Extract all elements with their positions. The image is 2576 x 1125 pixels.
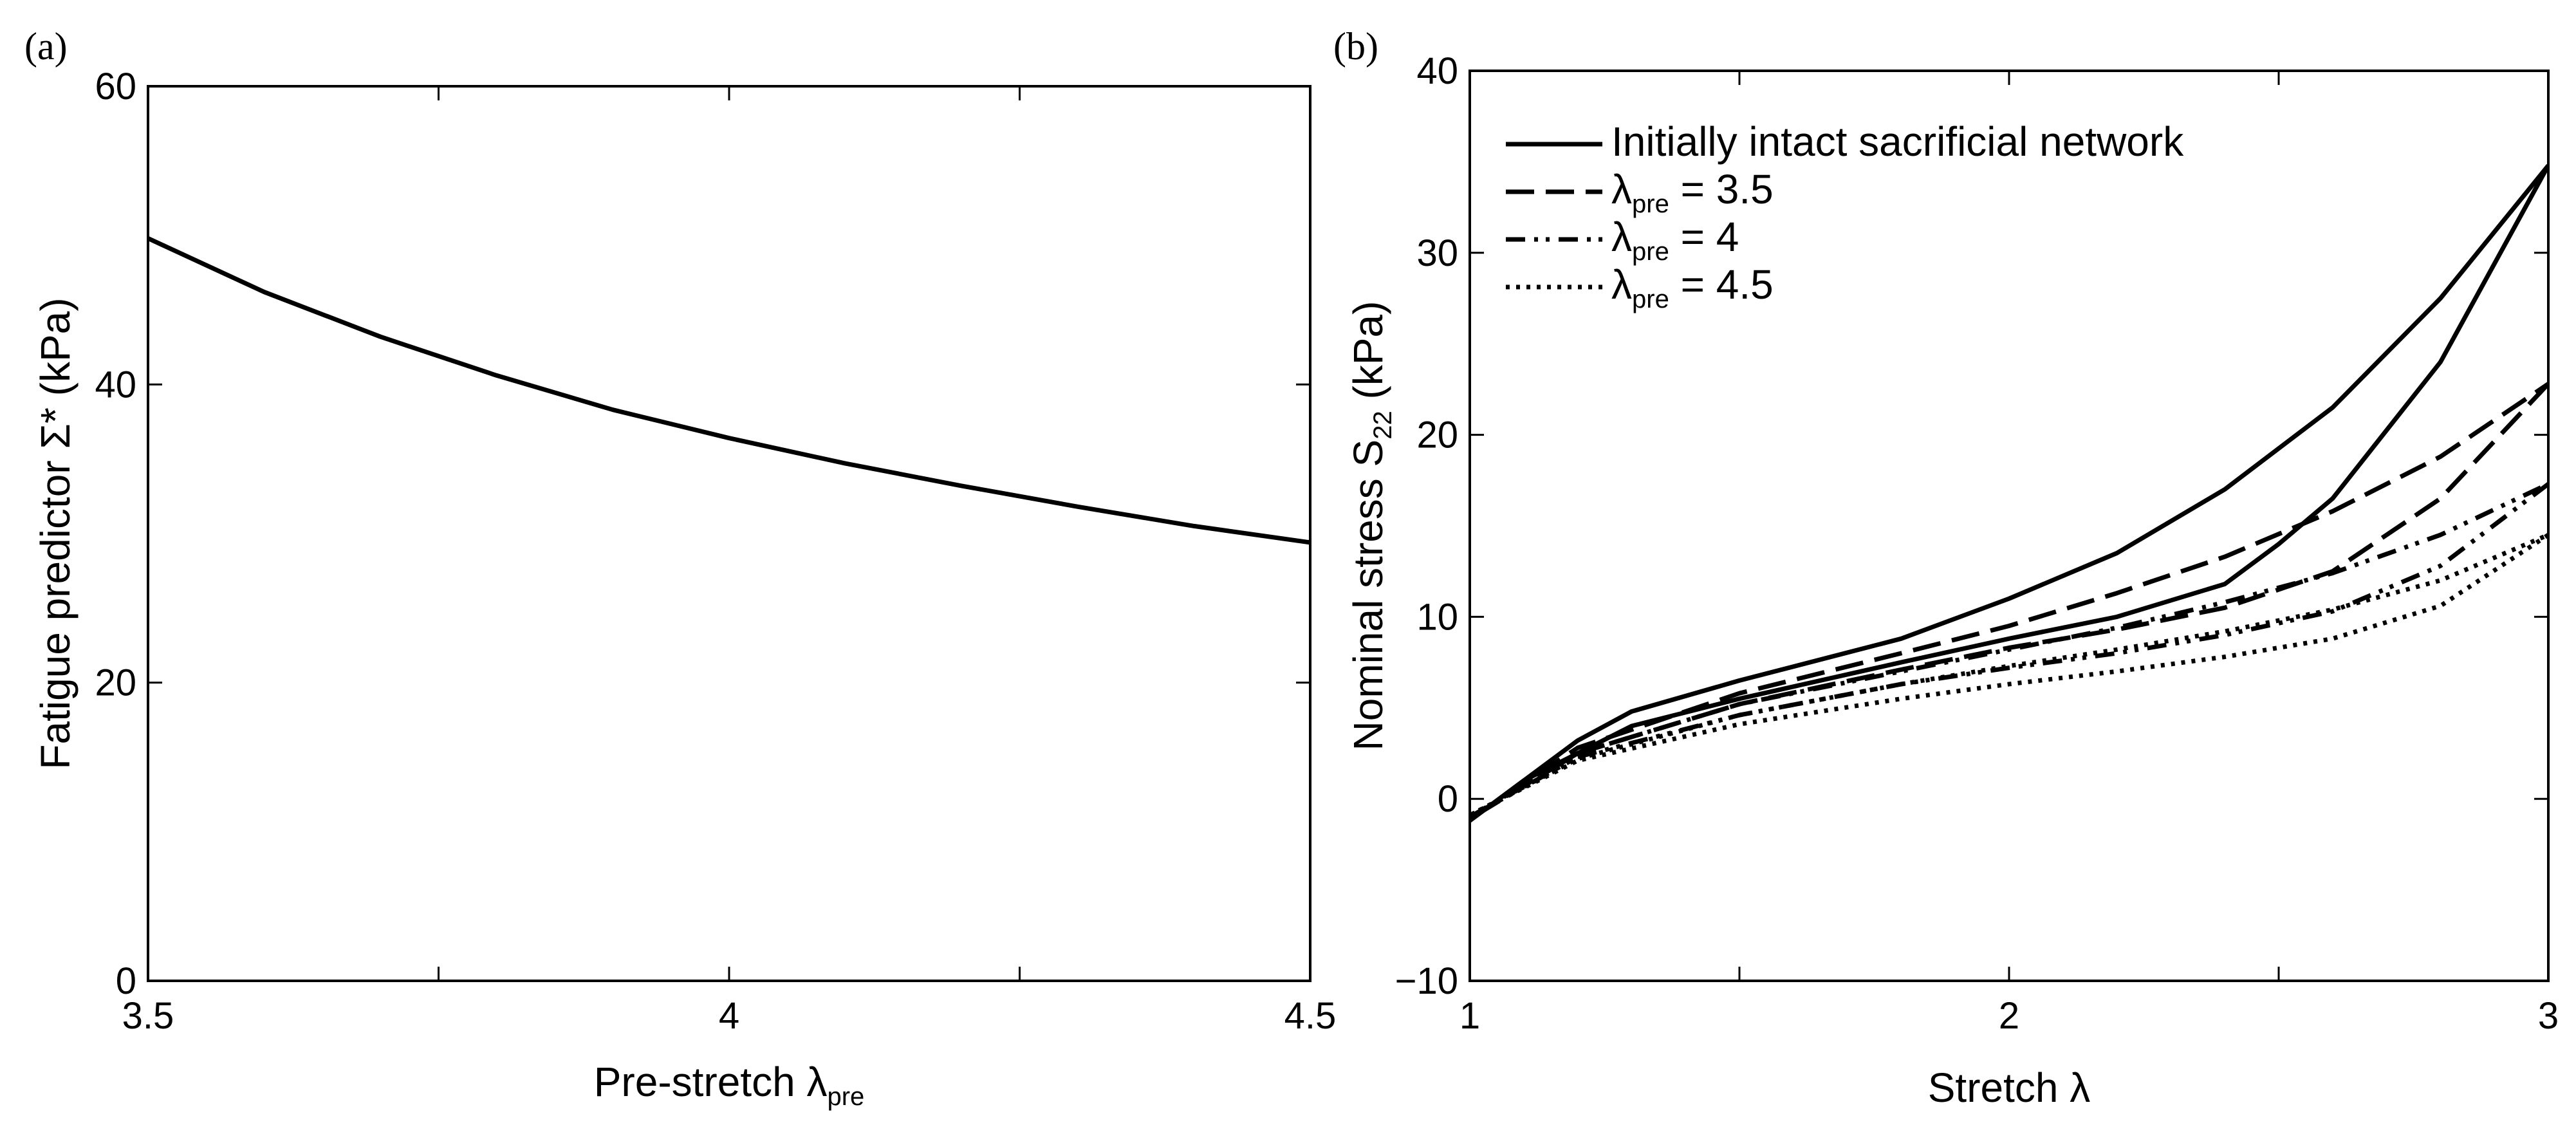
panel-b: (b) 1 2 3 −10 0 10 20 30 40 Initially intact sac…: [1333, 25, 2559, 1111]
y-tick-label: 20: [95, 662, 136, 704]
legend-entry-text: λpre = 3.5: [1611, 166, 1774, 218]
panel-b-x-axis-label: Stretch λ: [1928, 1065, 2091, 1111]
y-tick-label: −10: [1395, 960, 1458, 1002]
panel-b-y-axis-label: Nominal stress S22 (kPa): [1345, 301, 1397, 751]
panel-a-label: (a): [24, 25, 68, 68]
y-tick-label: 10: [1416, 596, 1458, 638]
x-tick-label: 1: [1459, 995, 1480, 1037]
x-tick-label: 2: [1999, 995, 2019, 1037]
y-tick-label: 40: [1416, 50, 1458, 92]
panel-a-x-axis-label-sub: pre: [827, 1083, 864, 1111]
panel-a: (a) 3.5 4 4.5 0 20 40 60 Pre-stretch λpre Fati…: [24, 25, 1336, 1111]
legend-entry-text: λpre = 4.5: [1611, 261, 1774, 313]
panel-b-ticks: 1 2 3 −10 0 10 20 30 40: [1395, 50, 2559, 1037]
legend-entry-text: Initially intact sacrificial network: [1611, 118, 2184, 165]
panel-b-y-axis-label-main: Nominal stress S: [1345, 440, 1391, 751]
series-line-dashed: [1470, 382, 2548, 821]
y-tick-label: 0: [1438, 778, 1458, 820]
panel-b-label: (b): [1333, 25, 1378, 68]
legend-entry-text: λpre = 4: [1611, 214, 1739, 266]
y-tick-label: 30: [1416, 232, 1458, 274]
panel-a-series: [148, 236, 1310, 545]
series-line-solid: [148, 236, 1310, 545]
panel-a-y-axis-label: Fatigue predictor Σ* (kPa): [32, 297, 79, 769]
x-tick-label: 3.5: [122, 995, 174, 1037]
panel-b-y-axis-label-sub: 22: [1369, 411, 1397, 440]
y-tick-label: 60: [95, 66, 136, 107]
series-line-solid: [1470, 163, 2548, 823]
panel-b-y-axis-label-suffix: (kPa): [1345, 301, 1391, 411]
panel-a-x-axis-label: Pre-stretch λpre: [594, 1059, 865, 1111]
x-tick-label: 4.5: [1284, 995, 1337, 1037]
panel-a-x-axis-label-main: Pre-stretch λ: [594, 1059, 828, 1105]
panel-b-series: [1470, 163, 2548, 823]
series-line-dashdotdot: [1470, 482, 2548, 819]
y-tick-label: 0: [116, 960, 136, 1002]
series-line-dotted: [1470, 533, 2548, 817]
x-tick-label: 3: [2538, 995, 2559, 1037]
series-line-dashed: [1470, 382, 2548, 821]
y-tick-label: 40: [95, 364, 136, 405]
panel-b-legend: Initially intact sacrificial networkλpre…: [1506, 118, 2184, 313]
panel-a-ticks: 3.5 4 4.5 0 20 40 60: [95, 66, 1336, 1037]
series-line-dashdotdot: [1470, 481, 2548, 819]
y-tick-label: 20: [1416, 414, 1458, 456]
x-tick-label: 4: [719, 995, 739, 1037]
series-line-dotted: [1470, 532, 2548, 817]
panel-a-plot-frame: [147, 85, 1311, 982]
